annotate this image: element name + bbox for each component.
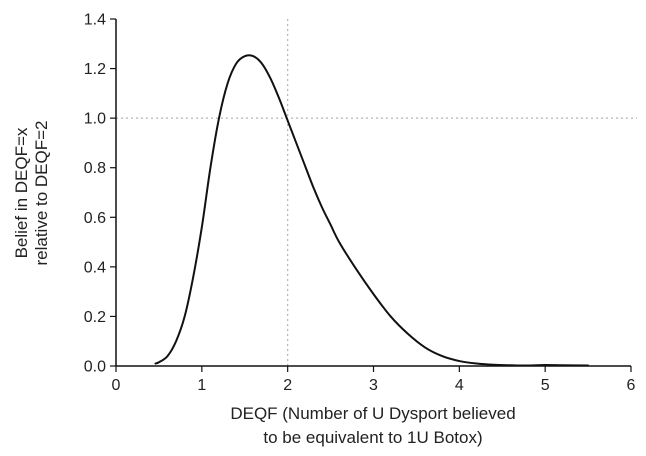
y-tick-label: 1.2 xyxy=(84,61,106,78)
y-tick-label: 0.4 xyxy=(84,259,106,276)
x-tick-label: 3 xyxy=(369,377,378,394)
y-tick-label: 0.6 xyxy=(84,210,106,227)
y-tick-label: 1.0 xyxy=(84,111,106,128)
density-curve xyxy=(154,54,590,367)
y-tick-label: 0.0 xyxy=(84,359,106,376)
y-tick-label: 1.4 xyxy=(84,12,106,29)
y-axis-title-line-1: Belief in DEQF=x xyxy=(12,127,31,258)
x-axis-title-line-1: DEQF (Number of U Dysport believed xyxy=(230,404,515,423)
x-tick-label: 5 xyxy=(541,377,550,394)
x-tick-label: 0 xyxy=(112,377,121,394)
ticks: 0.0 0.2 0.4 0.6 0.8 1.0 1.2 1.4 0 1 2 3 4 5 6 xyxy=(84,12,636,395)
y-axis-title-line-2: relative to DEQF=2 xyxy=(32,120,51,265)
series-layer xyxy=(154,54,590,367)
x-axis-title-line-2: to be equivalent to 1U Botox) xyxy=(263,428,482,447)
axes xyxy=(115,19,631,367)
x-tick-label: 2 xyxy=(283,377,292,394)
x-tick-label: 4 xyxy=(455,377,464,394)
x-tick-label: 1 xyxy=(197,377,206,394)
y-tick-label: 0.2 xyxy=(84,309,106,326)
reference-lines xyxy=(116,19,637,366)
y-tick-label: 0.8 xyxy=(84,160,106,177)
x-tick-label: 6 xyxy=(627,377,636,394)
